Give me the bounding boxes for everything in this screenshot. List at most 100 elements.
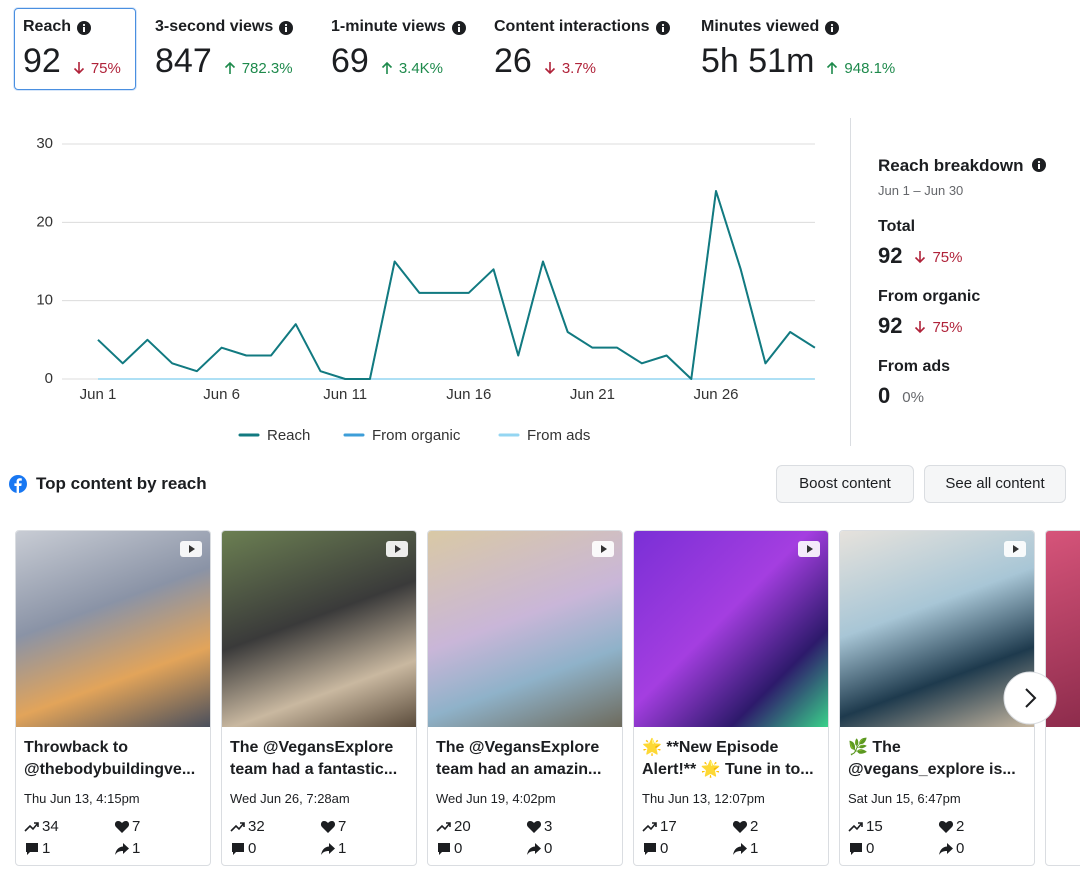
post-card[interactable]: The @VegansExplore team had an amazin...… xyxy=(427,530,623,866)
post-reactions: 3 xyxy=(544,818,553,835)
post-comments: 0 xyxy=(866,840,875,857)
post-date: Thu Jun 13, 12:07pm xyxy=(642,791,765,806)
trend-arrow-shape xyxy=(544,62,555,75)
post-title: The @VegansExplore team had an amazin... xyxy=(436,739,602,778)
video-icon-shape xyxy=(807,545,813,553)
x-tick-label: Jun 6 xyxy=(203,386,240,403)
post-thumbnail xyxy=(222,531,416,727)
legend-label: From ads xyxy=(527,427,590,444)
post-reactions: 2 xyxy=(956,818,965,835)
trend-arrow-shape xyxy=(915,251,926,264)
breakdown-change: 75% xyxy=(932,319,963,336)
info-icon-shape xyxy=(661,23,664,27)
reach-icon xyxy=(24,822,39,832)
info-icon xyxy=(77,21,92,35)
metric-label: Content interactions xyxy=(494,18,650,35)
y-tick-label: 20 xyxy=(36,213,53,230)
reach-icon-shape xyxy=(24,822,39,832)
x-tick-label: Jun 21 xyxy=(570,386,615,403)
comments-icon-shape xyxy=(850,843,862,855)
info-icon-shape xyxy=(831,27,834,32)
comments-icon xyxy=(26,843,38,855)
reach-icon xyxy=(642,822,657,832)
breakdown-label: From organic xyxy=(878,288,981,305)
info-icon-shape xyxy=(285,23,288,27)
breakdown-title: Reach breakdown xyxy=(878,156,1024,175)
video-icon xyxy=(180,541,202,557)
y-tick-label: 10 xyxy=(36,292,53,309)
info-icon xyxy=(825,21,840,35)
comments-icon-shape xyxy=(26,843,38,855)
shares-icon xyxy=(115,843,129,855)
shares-icon-shape xyxy=(527,843,541,855)
post-card[interactable]: 🌟 **New Episode Alert!** 🌟 Tune in to...… xyxy=(633,530,829,866)
reach-icon xyxy=(436,822,451,832)
info-icon-shape xyxy=(661,27,664,32)
video-icon xyxy=(1004,541,1026,557)
post-title: The @VegansExplore team had a fantastic.… xyxy=(230,739,398,778)
metric-label: Minutes viewed xyxy=(701,18,820,35)
breakdown-label: From ads xyxy=(878,358,951,375)
post-title: Throwback to @thebodybuildingve... xyxy=(24,739,196,778)
reactions-icon-shape xyxy=(114,821,130,833)
post-reactions: 7 xyxy=(338,818,347,835)
post-title: 🌿 The @vegans_explore is... xyxy=(848,739,1016,778)
post-reach: 17 xyxy=(660,818,677,835)
legend-label: Reach xyxy=(267,427,310,444)
breakdown-value: 0 xyxy=(878,383,891,408)
shares-icon-shape xyxy=(939,843,953,855)
x-tick-label: Jun 16 xyxy=(446,386,491,403)
trend-arrow-shape xyxy=(915,321,926,334)
legend-label: From organic xyxy=(372,427,461,444)
info-icon-shape xyxy=(1038,164,1041,169)
post-reach: 34 xyxy=(42,818,59,835)
post-date: Wed Jun 26, 7:28am xyxy=(230,791,350,806)
post-card[interactable]: The @VegansExplore team had a fantastic.… xyxy=(221,530,417,866)
post-title: 🌟 **New Episode Alert!** 🌟 Tune in to... xyxy=(642,739,814,778)
reactions-icon xyxy=(732,821,748,833)
post-card[interactable]: 🌿 The @vegans_explore is... Sat Jun 15, 6… xyxy=(839,530,1035,866)
button[interactable]: See all content xyxy=(924,465,1066,503)
series-line xyxy=(97,190,816,380)
post-reach: 15 xyxy=(866,818,883,835)
trend-arrow xyxy=(73,62,84,75)
info-icon-shape xyxy=(82,23,86,27)
post-comments: 1 xyxy=(42,840,51,857)
post-card[interactable]: Throwback to @thebodybuildingve... Thu Ju… xyxy=(15,530,211,866)
metric-change: 782.3% xyxy=(241,60,293,77)
post-reach: 32 xyxy=(248,818,265,835)
metric-change: 3.7% xyxy=(561,60,597,77)
trend-arrow-shape xyxy=(73,62,84,75)
shares-icon xyxy=(733,843,747,855)
facebook-icon-shape xyxy=(14,478,22,493)
selected-tab[interactable] xyxy=(14,8,136,90)
facebook-icon xyxy=(9,475,27,493)
post-shares: 1 xyxy=(750,840,759,857)
reactions-icon xyxy=(114,821,130,833)
post-thumbnail xyxy=(634,531,828,727)
post-shares: 0 xyxy=(956,840,965,857)
next-button[interactable] xyxy=(1003,671,1057,725)
video-icon-shape xyxy=(395,545,401,553)
metric-value: 847 xyxy=(155,42,212,80)
next-button-shape xyxy=(1025,688,1037,708)
reactions-icon-shape xyxy=(526,821,542,833)
x-tick-label: Jun 11 xyxy=(323,386,367,403)
info-icon-shape xyxy=(285,27,288,32)
info-icon-shape xyxy=(457,27,460,32)
series-line xyxy=(97,190,816,380)
reactions-icon xyxy=(320,821,336,833)
metric-value: 5h 51m xyxy=(701,42,815,80)
metric-value: 26 xyxy=(494,42,532,80)
comments-icon xyxy=(438,843,450,855)
reach-icon xyxy=(848,822,863,832)
info-icon-shape xyxy=(83,27,86,32)
post-shares: 1 xyxy=(338,840,347,857)
trend-arrow xyxy=(827,61,838,74)
comments-icon-shape xyxy=(644,843,656,855)
button[interactable]: Boost content xyxy=(776,465,914,503)
shares-icon xyxy=(321,843,335,855)
y-tick-label: 30 xyxy=(36,135,53,152)
comments-icon-shape xyxy=(438,843,450,855)
